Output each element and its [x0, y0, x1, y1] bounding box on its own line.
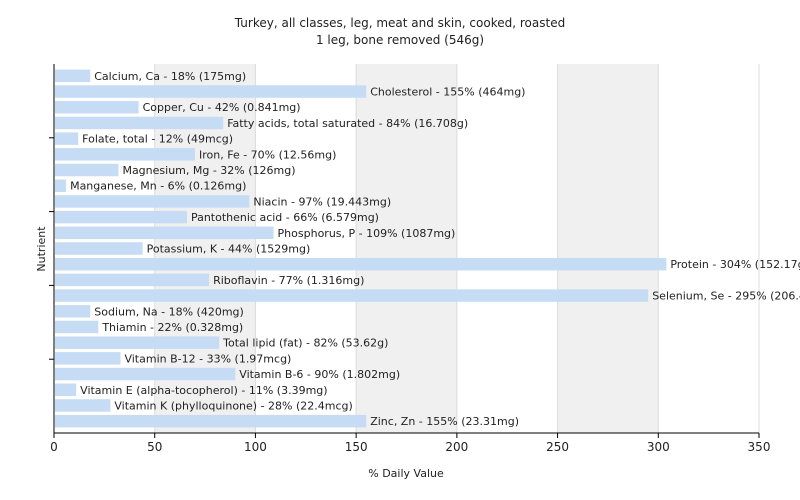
bar	[55, 210, 187, 224]
bar	[55, 320, 99, 334]
bar-label: Calcium, Ca - 18% (175mg)	[94, 70, 246, 83]
bar	[55, 100, 139, 114]
bar-label: Fatty acids, total saturated - 84% (16.7…	[227, 117, 468, 130]
bar	[55, 336, 220, 349]
bar	[55, 85, 367, 98]
bar-label: Protein - 304% (152.17g)	[670, 258, 800, 271]
x-tick-label: 50	[147, 440, 162, 454]
bar	[55, 132, 79, 145]
bar-label: Magnesium, Mg - 32% (126mg)	[122, 164, 295, 177]
x-tick-label: 150	[345, 440, 368, 454]
bar-label: Copper, Cu - 42% (0.841mg)	[143, 101, 301, 114]
x-tick-label: 100	[244, 440, 267, 454]
bar	[55, 163, 119, 177]
bar-label: Vitamin B-6 - 90% (1.802mg)	[239, 368, 400, 381]
bar-label: Zinc, Zn - 155% (23.31mg)	[370, 415, 519, 428]
x-tick-label: 350	[748, 440, 771, 454]
plot-band	[456, 64, 558, 433]
bar	[55, 69, 91, 83]
bar	[55, 352, 121, 365]
bar-label: Folate, total - 12% (49mcg)	[82, 133, 233, 146]
bar	[55, 148, 195, 161]
bar-label: Niacin - 97% (19.443mg)	[253, 195, 391, 208]
x-tick-label: 300	[647, 440, 670, 454]
axes	[49, 64, 759, 434]
bar-label: Manganese, Mn - 6% (0.126mg)	[70, 180, 246, 193]
plot-background	[54, 64, 759, 433]
bar-label: Sodium, Na - 18% (420mg)	[94, 305, 244, 318]
plot-band	[356, 64, 457, 433]
bar-label: Total lipid (fat) - 82% (53.62g)	[222, 337, 388, 350]
bar-label: Vitamin E (alpha-tocopherol) - 11% (3.39…	[80, 384, 327, 397]
bar-label: Selenium, Se - 295% (206.4mcg)	[652, 290, 800, 303]
bar	[55, 305, 91, 318]
plot-band	[557, 64, 659, 433]
x-tick-label: 250	[546, 440, 569, 454]
bar-label: Vitamin K (phylloquinone) - 28% (22.4mcg…	[114, 399, 352, 412]
plot-band	[255, 64, 357, 433]
bar	[55, 383, 77, 397]
bar-label: Iron, Fe - 70% (12.56mg)	[199, 148, 336, 161]
x-axis-label: % Daily Value	[368, 467, 444, 480]
bar-label: Phosphorus, P - 109% (1087mg)	[278, 227, 456, 240]
bar	[55, 289, 649, 302]
bar	[55, 273, 210, 287]
bar-label: Cholesterol - 155% (464mg)	[370, 86, 525, 99]
bar	[55, 179, 67, 192]
bar	[55, 116, 224, 130]
bar-label: Potassium, K - 44% (1529mg)	[147, 243, 311, 256]
bar-label: Riboflavin - 77% (1.316mg)	[213, 274, 364, 287]
bars	[55, 69, 667, 428]
plot-band	[658, 64, 759, 433]
bar	[55, 414, 367, 428]
chart-title: Turkey, all classes, leg, meat and skin,…	[234, 16, 565, 30]
x-tick-label: 200	[445, 440, 468, 454]
y-axis-label: Nutrient	[35, 226, 48, 272]
bar	[55, 257, 667, 271]
bar	[55, 242, 143, 255]
bar-label: Pantothenic acid - 66% (6.579mg)	[191, 211, 379, 224]
bar-label: Vitamin B-12 - 33% (1.97mcg)	[124, 352, 291, 365]
chart-subtitle: 1 leg, bone removed (546g)	[316, 33, 484, 47]
bar-labels: Calcium, Ca - 18% (175mg) Cholesterol - 1…	[70, 70, 800, 428]
bar	[55, 399, 111, 412]
x-tick-label: 0	[50, 440, 58, 454]
bar	[55, 226, 274, 240]
x-ticks: 0 50 100 150 200 250 300 350	[50, 433, 770, 454]
bar-label: Thiamin - 22% (0.328mg)	[101, 321, 243, 334]
bar	[55, 195, 250, 208]
bar	[55, 367, 236, 381]
